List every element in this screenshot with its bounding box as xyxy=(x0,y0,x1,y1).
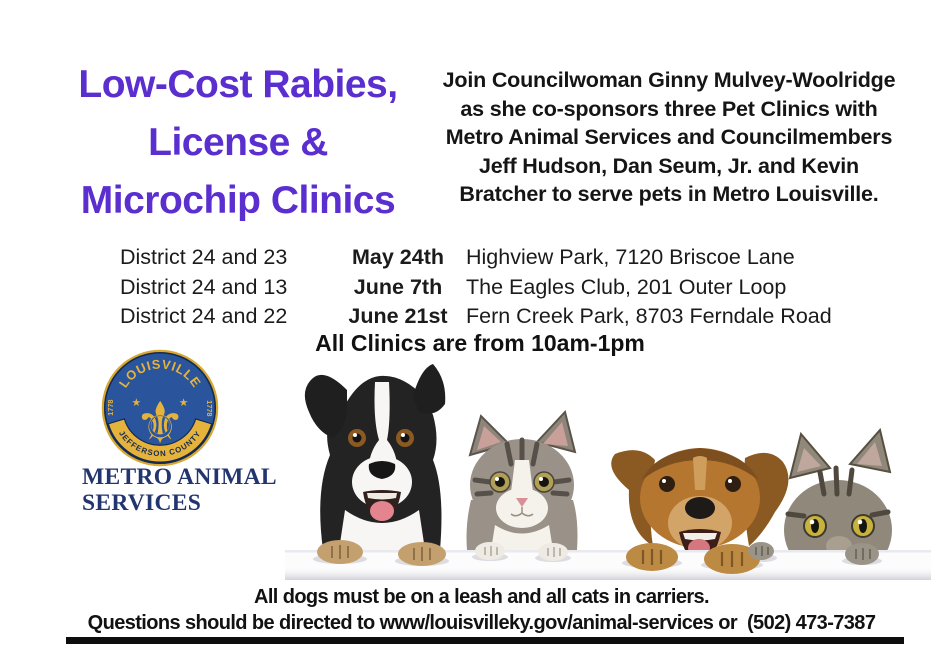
schedule-row2-location: The Eagles Club, 201 Outer Loop xyxy=(466,274,787,299)
clinic-schedule: District 24 and 23 May 24th Highview Par… xyxy=(120,243,832,332)
golden-dark-crown xyxy=(642,448,758,480)
peeking-cat-stripes xyxy=(785,465,891,519)
intro-line-1: Join Councilwoman Ginny Mulvey-Woolridge xyxy=(442,68,896,92)
louisville-seal-logo: LOUISVILLE JEFFERSON COUNTY ⚜ ★ ★ 1778 1… xyxy=(101,349,219,467)
golden-forehead-blaze xyxy=(693,456,707,490)
title-line-2: License & xyxy=(148,121,328,164)
tabby-cat-paws xyxy=(475,542,568,561)
intro-line-5: Bratcher to serve pets in Metro Louisvil… xyxy=(459,182,879,206)
collie-paws xyxy=(317,540,446,566)
fleur-de-lis-icon: ⚜ xyxy=(134,390,185,456)
cat-white-chest xyxy=(491,525,553,550)
clinic-hours-note: All Clinics are from 10am-1pm xyxy=(315,330,645,356)
peeking-cat-paws xyxy=(748,542,879,565)
org-name-line-2: SERVICES xyxy=(82,490,202,516)
collie-white-chest xyxy=(339,510,425,550)
cat-tabby-stripes xyxy=(472,437,572,497)
org-name: METRO ANIMAL SERVICES xyxy=(82,464,312,516)
schedule-row3-district: District 24 and 22 xyxy=(120,304,288,328)
collie-white-blaze xyxy=(368,382,398,475)
collie-floppy-ear xyxy=(304,374,347,438)
footer-contact-note: Questions should be directed to www/loui… xyxy=(87,612,876,634)
intro-paragraph: Join Councilwoman Ginny Mulvey-Woolridge… xyxy=(418,66,920,209)
seal-year-left: 1778 xyxy=(106,399,115,415)
cat-eyes xyxy=(489,471,555,493)
title-line-3: Microchip Clinics xyxy=(80,179,396,222)
seal-gold-band xyxy=(107,418,213,463)
intro-line-2: as she co-sponsors three Pet Clinics wit… xyxy=(460,96,878,121)
schedule-row2-district: District 24 and 13 xyxy=(120,274,288,299)
pets-photo xyxy=(285,364,931,580)
golden-dog-paws xyxy=(626,543,760,574)
tabby-cat xyxy=(466,409,578,550)
collie-nose xyxy=(368,461,396,479)
schedule-row3-date: June 21st xyxy=(348,304,448,328)
schedule-row3-location: Fern Creek Park, 8703 Ferndale Road xyxy=(466,304,832,328)
title-line-1: Low-Cost Rabies, xyxy=(78,63,398,106)
footer-leash-note: All dogs must be on a leash and all cats… xyxy=(253,586,710,608)
cat-nose xyxy=(516,498,528,507)
star-icon: ★ xyxy=(179,396,189,409)
golden-eyes xyxy=(659,476,741,492)
schedule-row2-date: June 7th xyxy=(353,274,443,299)
golden-nose xyxy=(685,497,715,519)
schedule-row1-location: Highview Park, 7120 Briscoe Lane xyxy=(466,245,795,269)
bottom-divider-rule xyxy=(66,637,904,644)
star-icon: ★ xyxy=(132,396,142,409)
white-ledge xyxy=(285,550,931,580)
intro-line-4: Jeff Hudson, Dan Seum, Jr. and Kevin xyxy=(479,153,859,178)
org-name-line-1: METRO ANIMAL xyxy=(82,464,277,490)
seal-year-right: 1778 xyxy=(205,400,214,416)
collie-upright-ear xyxy=(413,364,446,414)
border-collie-dog xyxy=(304,364,446,550)
cat-mouth xyxy=(510,507,534,517)
seal-navy-ring xyxy=(103,351,217,465)
peeking-cat-ears xyxy=(788,427,892,480)
peeking-cat-eyes xyxy=(803,514,875,538)
golden-left-ear xyxy=(611,450,655,546)
collie-tongue xyxy=(370,501,394,521)
collie-eyes xyxy=(348,429,414,447)
golden-teeth xyxy=(683,533,717,541)
schedule-row1-date: May 24th xyxy=(351,245,444,269)
schedule-row1-district: District 24 and 23 xyxy=(120,245,288,269)
cat-white-blaze xyxy=(511,460,533,492)
intro-line-3: Metro Animal Services and Councilmembers xyxy=(445,125,893,149)
flyer-title: Low-Cost Rabies, License & Microchip Cli… xyxy=(40,56,436,230)
collie-teeth xyxy=(367,493,397,500)
golden-dog xyxy=(611,448,789,562)
